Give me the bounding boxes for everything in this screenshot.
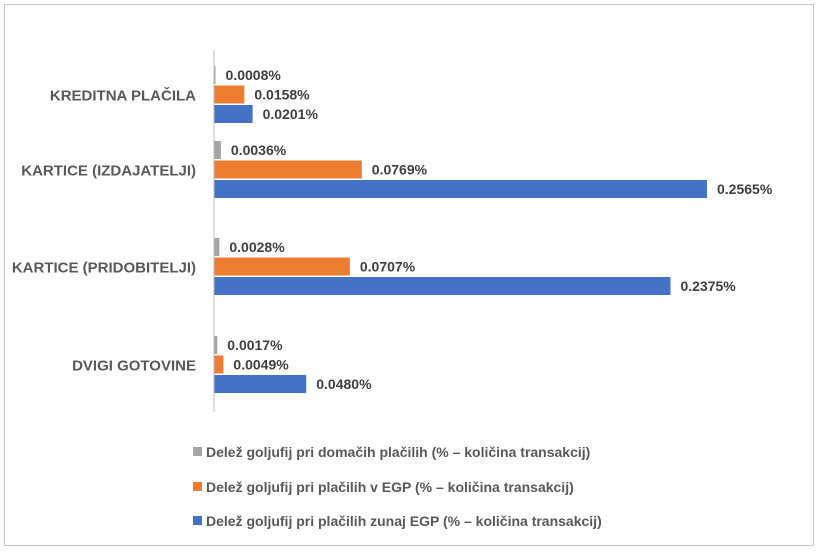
bar-4-series-3 [214,375,307,393]
legend-swatch-3 [193,516,202,525]
data-label-4-series-1: 0.0017% [227,337,283,353]
data-label-4-series-2: 0.0049% [233,357,289,373]
category-label-4: DVIGI GOTOVINE [72,358,196,375]
data-label-2-series-2: 0.0769% [372,162,428,178]
bar-2-series-1 [214,141,221,159]
bar-3-series-3 [214,277,671,295]
data-label-1-series-3: 0.0201% [263,106,319,122]
bar-3-series-2 [214,257,350,276]
legend-label-1: Delež goljufij pri domačih plačilih (% –… [206,444,590,460]
data-label-3-series-2: 0.0707% [360,259,416,275]
chart-frame [4,4,814,546]
bar-1-series-3 [214,105,253,123]
bar-3-series-1 [214,238,220,256]
bar-1-series-2 [214,85,245,104]
data-label-1-series-1: 0.0008% [226,67,282,83]
data-label-1-series-2: 0.0158% [254,87,310,103]
legend-swatch-1 [193,447,202,456]
category-label-2: KARTICE (IZDAJATELJI) [21,163,196,180]
bar-4-series-1 [214,336,218,354]
category-label-1: KREDITNA PLAČILA [50,87,196,105]
labels-layer: 0.0008% 0.0158% 0.0201% KREDITNA PLAČILA 0.0… [12,67,773,392]
data-label-2-series-1: 0.0036% [231,142,287,158]
bars-layer [214,66,707,393]
bar-2-series-3 [214,180,707,198]
bar-1-series-1 [214,66,216,84]
data-label-4-series-3: 0.0480% [316,376,372,392]
legend-swatch-2 [193,482,202,491]
legend: Delež goljufij pri domačih plačilih (% –… [193,444,602,529]
data-label-3-series-3: 0.2375% [680,278,736,294]
bar-2-series-2 [214,160,362,179]
bar-4-series-2 [214,355,224,374]
legend-label-3: Delež goljufij pri plačilih zunaj EGP (%… [206,513,602,529]
data-label-3-series-1: 0.0028% [229,239,285,255]
category-label-3: KARTICE (PRIDOBITELJI) [12,260,196,277]
data-label-2-series-3: 0.2565% [717,181,773,197]
legend-label-2: Delež goljufij pri plačilih v EGP (% – k… [206,479,574,495]
